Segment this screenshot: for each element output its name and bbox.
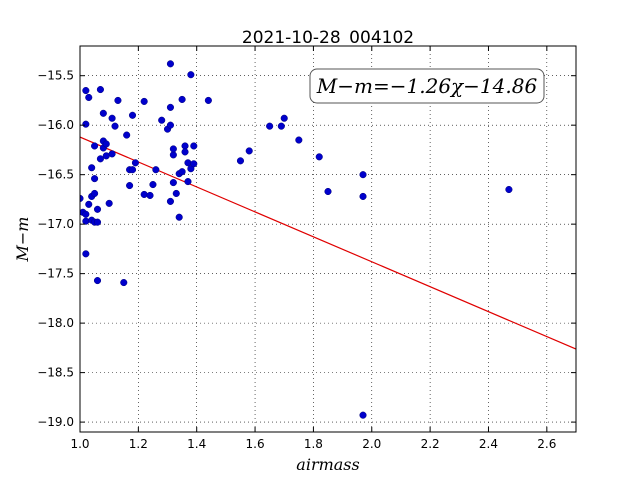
- x-tick-label: 1.6: [246, 437, 265, 451]
- x-tick-label: 1.2: [129, 437, 148, 451]
- y-tick-label: −18.0: [37, 316, 74, 330]
- data-point: [140, 97, 148, 105]
- y-tick-label: −17.0: [37, 217, 74, 231]
- data-point: [166, 121, 174, 129]
- data-point: [169, 151, 177, 159]
- plot-frame: [79, 45, 577, 433]
- data-point: [114, 96, 122, 104]
- data-point: [169, 145, 177, 153]
- data-point: [93, 205, 102, 213]
- data-point: [111, 122, 119, 130]
- data-point: [105, 199, 113, 207]
- y-tick-label: −16.0: [37, 118, 74, 132]
- data-point: [85, 93, 93, 102]
- data-point: [158, 116, 166, 124]
- data-point: [85, 200, 93, 208]
- data-point: [184, 178, 192, 186]
- data-point: [359, 411, 367, 419]
- data-point: [91, 189, 99, 198]
- data-point: [88, 164, 96, 172]
- x-tick-label: 2.0: [362, 437, 381, 451]
- data-point: [96, 85, 104, 94]
- data-point: [166, 103, 174, 111]
- data-point: [152, 166, 160, 174]
- data-point: [236, 157, 245, 165]
- x-tick-label: 2.6: [537, 437, 556, 451]
- chart-title: 2021-10-28_004102: [242, 28, 414, 48]
- data-point: [245, 147, 253, 155]
- data-point: [128, 111, 137, 119]
- data-point: [96, 155, 104, 163]
- data-point: [172, 189, 180, 198]
- data-point: [108, 114, 116, 122]
- plot-area: 1.0 1.2 1.4 1.6 1.8 2.0 2.2 2.4 2.6 −15.5 −16.0 −16…: [37, 45, 577, 451]
- y-tick-label: −16.5: [37, 168, 74, 182]
- data-point: [149, 181, 157, 189]
- data-point: [178, 95, 186, 103]
- data-point: [166, 197, 174, 205]
- data-point: [140, 190, 148, 199]
- x-axis-label: airmass: [296, 455, 359, 474]
- data-point: [187, 71, 195, 79]
- data-point: [123, 131, 131, 139]
- data-point: [359, 192, 367, 200]
- x-tick-label: 2.2: [421, 437, 440, 451]
- data-point: [82, 120, 90, 128]
- ticks-layer: 1.0 1.2 1.4 1.6 1.8 2.0 2.2 2.4 2.6 −15.5 −16.0 −16…: [37, 46, 576, 451]
- data-point: [91, 175, 99, 183]
- data-point: [280, 114, 288, 122]
- data-point: [91, 142, 99, 150]
- data-point: [99, 109, 107, 117]
- data-point: [128, 166, 137, 174]
- data-point: [126, 182, 134, 190]
- data-point: [82, 210, 90, 218]
- x-tick-label: 1.8: [304, 437, 323, 451]
- data-point: [266, 122, 274, 130]
- data-point: [93, 277, 102, 285]
- data-point: [184, 159, 192, 167]
- fit-line: [80, 136, 576, 350]
- y-axis-label: M−m: [13, 217, 32, 263]
- data-point: [169, 179, 177, 187]
- annotation-text: M−m=−1.26χ−14.86: [316, 74, 538, 98]
- data-point: [131, 159, 139, 167]
- data-point: [204, 96, 212, 104]
- data-point: [82, 217, 90, 225]
- plot-background: [80, 46, 576, 432]
- data-point: [93, 218, 102, 226]
- fit-layer: [80, 136, 576, 350]
- data-point: [102, 140, 110, 148]
- y-tick-label: −17.5: [37, 267, 74, 281]
- data-point: [120, 278, 128, 287]
- data-point: [190, 160, 198, 168]
- data-point: [315, 153, 323, 161]
- data-point: [166, 60, 174, 68]
- data-point: [80, 194, 84, 202]
- fit-annotation: M−m=−1.26χ−14.86: [309, 68, 545, 104]
- x-tick-label: 2.4: [479, 437, 498, 451]
- data-point: [181, 142, 189, 150]
- data-point: [146, 191, 154, 200]
- x-tick-label: 1.4: [187, 437, 206, 451]
- data-layer: [80, 60, 576, 419]
- data-point: [82, 250, 90, 258]
- data-point: [82, 86, 90, 95]
- data-point: [178, 168, 186, 176]
- y-tick-label: −15.5: [37, 69, 74, 83]
- annotation-box: [309, 68, 545, 104]
- x-tick-label: 1.0: [70, 437, 89, 451]
- data-point: [181, 148, 189, 156]
- y-tick-label: −18.5: [37, 366, 74, 380]
- y-tick-label: −19.0: [37, 415, 74, 429]
- data-point: [324, 187, 332, 196]
- data-point: [295, 136, 303, 144]
- points-layer: [80, 60, 513, 419]
- data-point: [108, 150, 116, 158]
- data-point: [190, 142, 198, 150]
- data-point: [359, 171, 367, 179]
- data-point: [277, 122, 285, 130]
- data-point: [175, 213, 183, 221]
- data-point: [505, 185, 513, 194]
